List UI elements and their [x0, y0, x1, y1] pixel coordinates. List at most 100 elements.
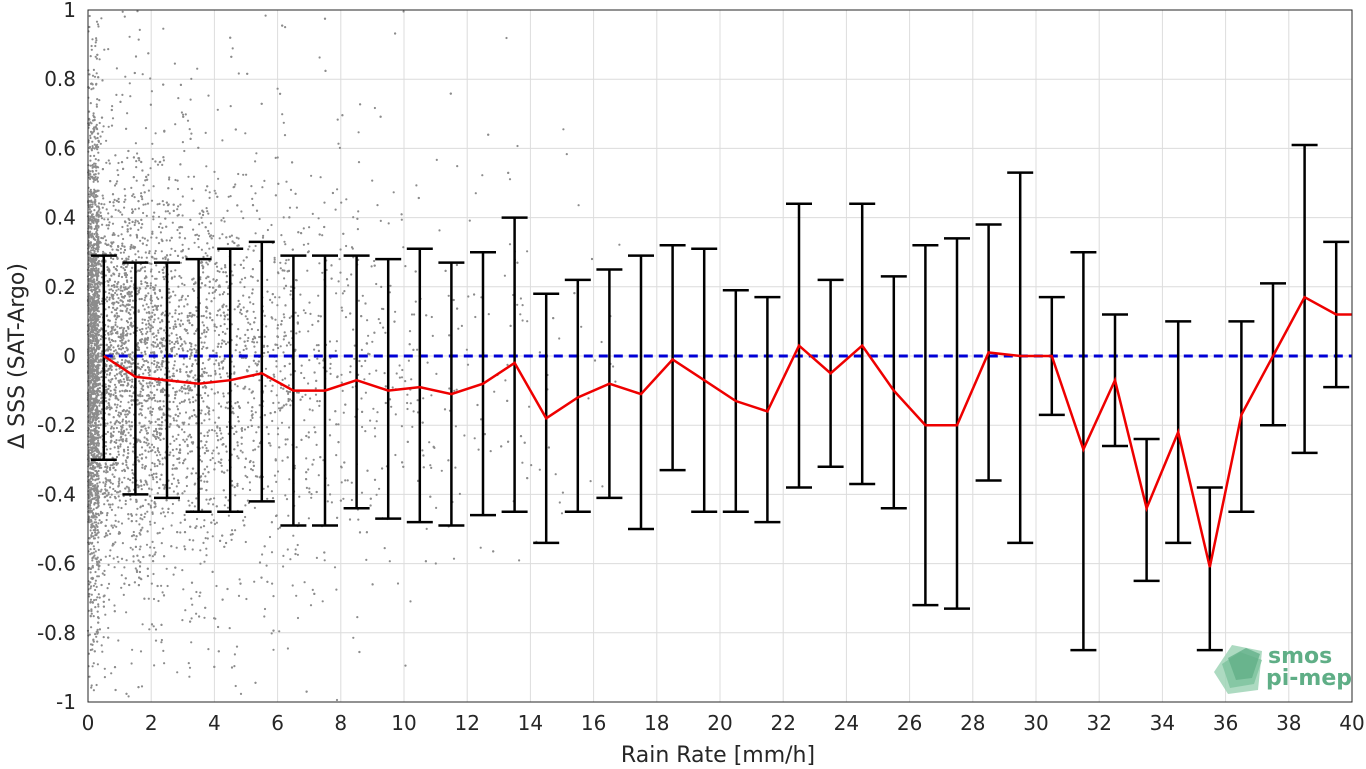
- scatter-point: [166, 584, 169, 588]
- scatter-point: [109, 496, 112, 499]
- scatter-point: [125, 692, 128, 695]
- scatter-point: [182, 588, 185, 591]
- scatter-point: [138, 570, 141, 574]
- scatter-point: [100, 313, 103, 316]
- scatter-point: [140, 267, 143, 270]
- scatter-point: [276, 433, 280, 436]
- scatter-point: [185, 476, 188, 479]
- scatter-point: [134, 219, 137, 222]
- scatter-point: [108, 373, 111, 376]
- scatter-point: [106, 465, 109, 468]
- scatter-point: [183, 384, 186, 387]
- scatter-point: [106, 489, 109, 492]
- scatter-point: [89, 55, 92, 58]
- scatter-point: [102, 636, 105, 639]
- scatter-point: [530, 464, 533, 467]
- scatter-point: [216, 434, 219, 438]
- scatter-point: [246, 328, 249, 332]
- scatter-point: [285, 344, 288, 347]
- scatter-point: [205, 371, 208, 374]
- scatter-point: [273, 375, 276, 378]
- scatter-point: [262, 234, 265, 237]
- scatter-point: [154, 435, 157, 438]
- scatter-point: [506, 399, 509, 402]
- scatter-point: [365, 342, 368, 345]
- scatter-point: [329, 493, 332, 496]
- scatter-point: [335, 454, 338, 457]
- scatter-point: [155, 433, 158, 436]
- scatter-point: [127, 217, 130, 220]
- scatter-point: [218, 373, 221, 376]
- scatter-point: [181, 282, 184, 285]
- scatter-point: [239, 692, 243, 696]
- scatter-point: [440, 469, 443, 472]
- scatter-point: [144, 449, 147, 452]
- scatter-point: [152, 433, 155, 436]
- scatter-point: [116, 265, 119, 268]
- scatter-point: [122, 251, 125, 254]
- scatter-point: [138, 286, 141, 290]
- scatter-point: [231, 240, 234, 243]
- scatter-point: [359, 103, 362, 106]
- scatter-point: [156, 435, 159, 438]
- scatter-point: [256, 328, 260, 332]
- scatter-point: [140, 192, 143, 195]
- scatter-point: [155, 296, 159, 299]
- scatter-point: [95, 105, 98, 108]
- scatter-point: [357, 161, 361, 164]
- scatter-point: [252, 341, 256, 344]
- scatter-point: [194, 379, 197, 382]
- scatter-point: [137, 686, 140, 689]
- scatter-point: [337, 423, 340, 426]
- scatter-point: [117, 161, 120, 165]
- scatter-point: [317, 344, 320, 347]
- scatter-point: [143, 266, 147, 269]
- scatter-point: [159, 321, 162, 324]
- scatter-point: [402, 465, 405, 468]
- scatter-point: [149, 523, 152, 526]
- scatter-point: [277, 527, 280, 530]
- scatter-point: [408, 343, 411, 346]
- scatter-point: [123, 566, 126, 569]
- scatter-point: [201, 213, 205, 217]
- scatter-point: [107, 212, 110, 215]
- scatter-point: [104, 385, 107, 388]
- scatter-point: [168, 342, 171, 345]
- scatter-point: [398, 376, 401, 379]
- scatter-point: [107, 48, 110, 51]
- scatter-point: [227, 195, 230, 198]
- scatter-point: [112, 201, 115, 204]
- scatter-point: [130, 276, 133, 279]
- scatter-point: [162, 483, 165, 486]
- scatter-point: [103, 594, 106, 597]
- scatter-point: [93, 269, 96, 272]
- scatter-point: [263, 615, 266, 618]
- scatter-point: [122, 167, 125, 170]
- scatter-point: [350, 498, 353, 502]
- scatter-point: [172, 573, 175, 576]
- scatter-point: [612, 365, 615, 368]
- scatter-point: [181, 248, 185, 252]
- scatter-point: [110, 329, 113, 332]
- scatter-point: [558, 501, 561, 504]
- scatter-point: [110, 439, 113, 442]
- scatter-point: [341, 114, 344, 117]
- scatter-point: [153, 313, 156, 316]
- scatter-point: [200, 396, 203, 400]
- scatter-point: [140, 226, 143, 229]
- scatter-point: [158, 427, 161, 430]
- scatter-point: [266, 485, 270, 488]
- scatter-point: [156, 449, 159, 452]
- scatter-point: [240, 442, 243, 445]
- scatter-point: [288, 316, 291, 319]
- scatter-point: [160, 250, 163, 253]
- scatter-point: [158, 451, 161, 454]
- scatter-point: [152, 478, 155, 481]
- scatter-point: [147, 450, 150, 453]
- scatter-point: [156, 388, 159, 391]
- scatter-point: [155, 427, 158, 431]
- scatter-point: [153, 506, 156, 509]
- scatter-point: [190, 597, 193, 600]
- scatter-point: [374, 435, 377, 438]
- scatter-point: [115, 351, 119, 354]
